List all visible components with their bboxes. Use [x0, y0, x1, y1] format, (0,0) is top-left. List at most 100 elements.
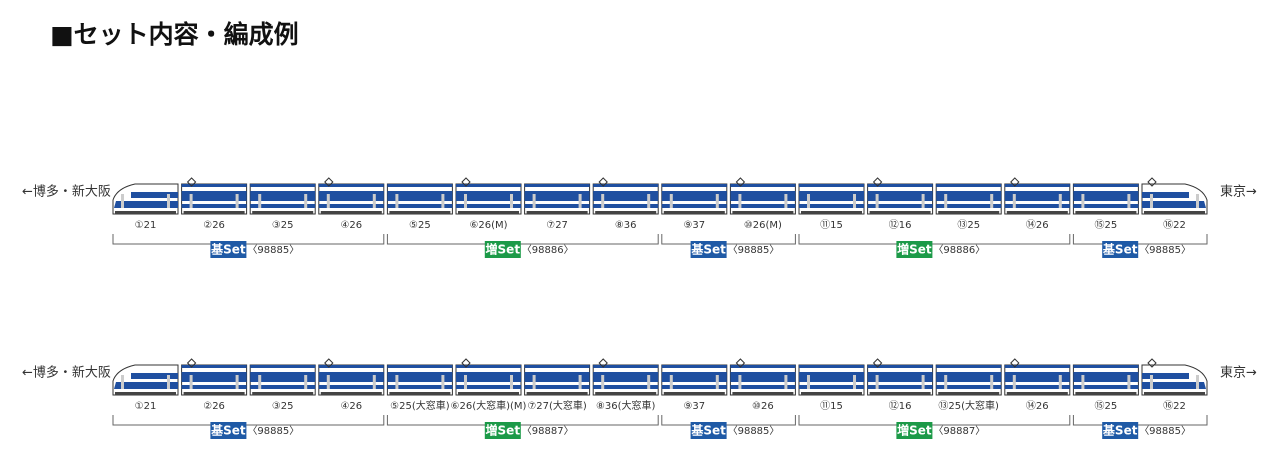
train-car	[1004, 358, 1071, 396]
car-door	[532, 194, 536, 208]
car-door	[578, 194, 582, 208]
car-door	[1058, 375, 1062, 389]
train-car	[729, 358, 796, 396]
car-window-band	[799, 372, 864, 382]
car-stripe	[524, 204, 590, 208]
car-label: ⑫16	[889, 400, 912, 412]
set-badge	[896, 241, 933, 258]
car-stripe	[730, 385, 796, 389]
car-roof	[1004, 184, 1070, 187]
car-window-band	[1142, 373, 1189, 379]
set-bracket	[798, 415, 1071, 426]
car-roof	[1073, 184, 1139, 187]
train-car	[1004, 177, 1071, 215]
car-window-band	[730, 191, 796, 201]
car-stripe	[661, 385, 727, 389]
car-door	[326, 375, 330, 389]
car-door	[990, 194, 994, 208]
set-code: 〈98886〉	[522, 244, 574, 256]
car-window-band	[181, 191, 247, 201]
car-window-band	[131, 192, 178, 198]
train-car	[1072, 364, 1139, 396]
train-car	[249, 364, 316, 396]
set-badge-label: 増Set	[897, 242, 932, 257]
car-label: ③25	[272, 220, 294, 231]
car-label: ⑬25(大窓車)	[938, 399, 999, 412]
car-stripe	[799, 204, 864, 208]
train-car	[935, 183, 1002, 215]
set-bracket	[661, 415, 796, 426]
car-skirt	[663, 211, 725, 214]
pantograph	[1010, 177, 1020, 187]
car-skirt	[115, 392, 176, 395]
car-door	[1196, 194, 1199, 208]
car-window-band	[387, 191, 453, 201]
car-skirt	[938, 392, 1000, 395]
set-bracket	[1072, 415, 1208, 426]
train-car	[524, 364, 591, 396]
car-stripe	[1073, 385, 1139, 389]
car-door	[921, 194, 925, 208]
car-stripe	[181, 385, 247, 389]
car-roof	[799, 184, 864, 187]
car-door	[944, 194, 948, 208]
car-skirt	[320, 392, 382, 395]
set-badge	[690, 422, 727, 439]
pantograph	[598, 358, 608, 368]
car-label: ②26	[203, 401, 225, 412]
car-roof	[593, 365, 659, 368]
car-door	[647, 194, 651, 208]
car-label: ⑦27	[546, 220, 568, 231]
car-label: ①21	[135, 220, 157, 231]
train-car	[318, 358, 385, 396]
set-bracket	[386, 415, 659, 426]
train-car	[867, 177, 934, 215]
car-door	[807, 194, 810, 208]
pantograph	[186, 177, 197, 187]
car-door	[189, 194, 193, 208]
train-car	[935, 364, 1002, 396]
car-window-band	[661, 372, 727, 382]
car-skirt	[526, 392, 588, 395]
car-door	[875, 375, 879, 389]
car-label: ①21	[135, 401, 157, 412]
car-skirt	[801, 211, 862, 214]
car-door	[167, 194, 170, 208]
car-door	[235, 194, 239, 208]
car-door	[395, 194, 399, 208]
car-stripe	[387, 204, 453, 208]
car-stripe	[181, 204, 247, 208]
set-bracket	[386, 234, 659, 245]
car-door	[853, 194, 856, 208]
set-badge	[484, 241, 521, 258]
car-skirt	[526, 211, 588, 214]
train-car	[318, 177, 385, 215]
pantograph	[598, 177, 608, 187]
car-label: ⑭26	[1026, 400, 1049, 412]
car-window-band	[1073, 372, 1139, 382]
pantograph	[872, 358, 883, 368]
car-skirt	[389, 211, 451, 214]
car-roof	[387, 365, 453, 368]
car-label: ④26	[340, 220, 362, 231]
set-badge	[1102, 422, 1139, 439]
car-door	[647, 375, 651, 389]
car-roof	[593, 184, 659, 187]
car-roof	[867, 365, 933, 368]
car-window-band	[593, 372, 659, 382]
train-car	[112, 364, 179, 396]
car-roof	[867, 184, 933, 187]
car-label: ⑪15	[820, 219, 843, 231]
train-car	[1141, 177, 1208, 215]
set-code: 〈98885〉	[1139, 425, 1191, 437]
car-door	[807, 375, 810, 389]
car-roof	[250, 365, 316, 368]
train-car	[524, 183, 591, 215]
train-car	[592, 358, 659, 396]
car-door	[532, 375, 536, 389]
car-skirt	[1006, 211, 1068, 214]
train-car	[386, 364, 453, 396]
car-roof	[524, 184, 590, 187]
car-skirt	[115, 211, 176, 214]
